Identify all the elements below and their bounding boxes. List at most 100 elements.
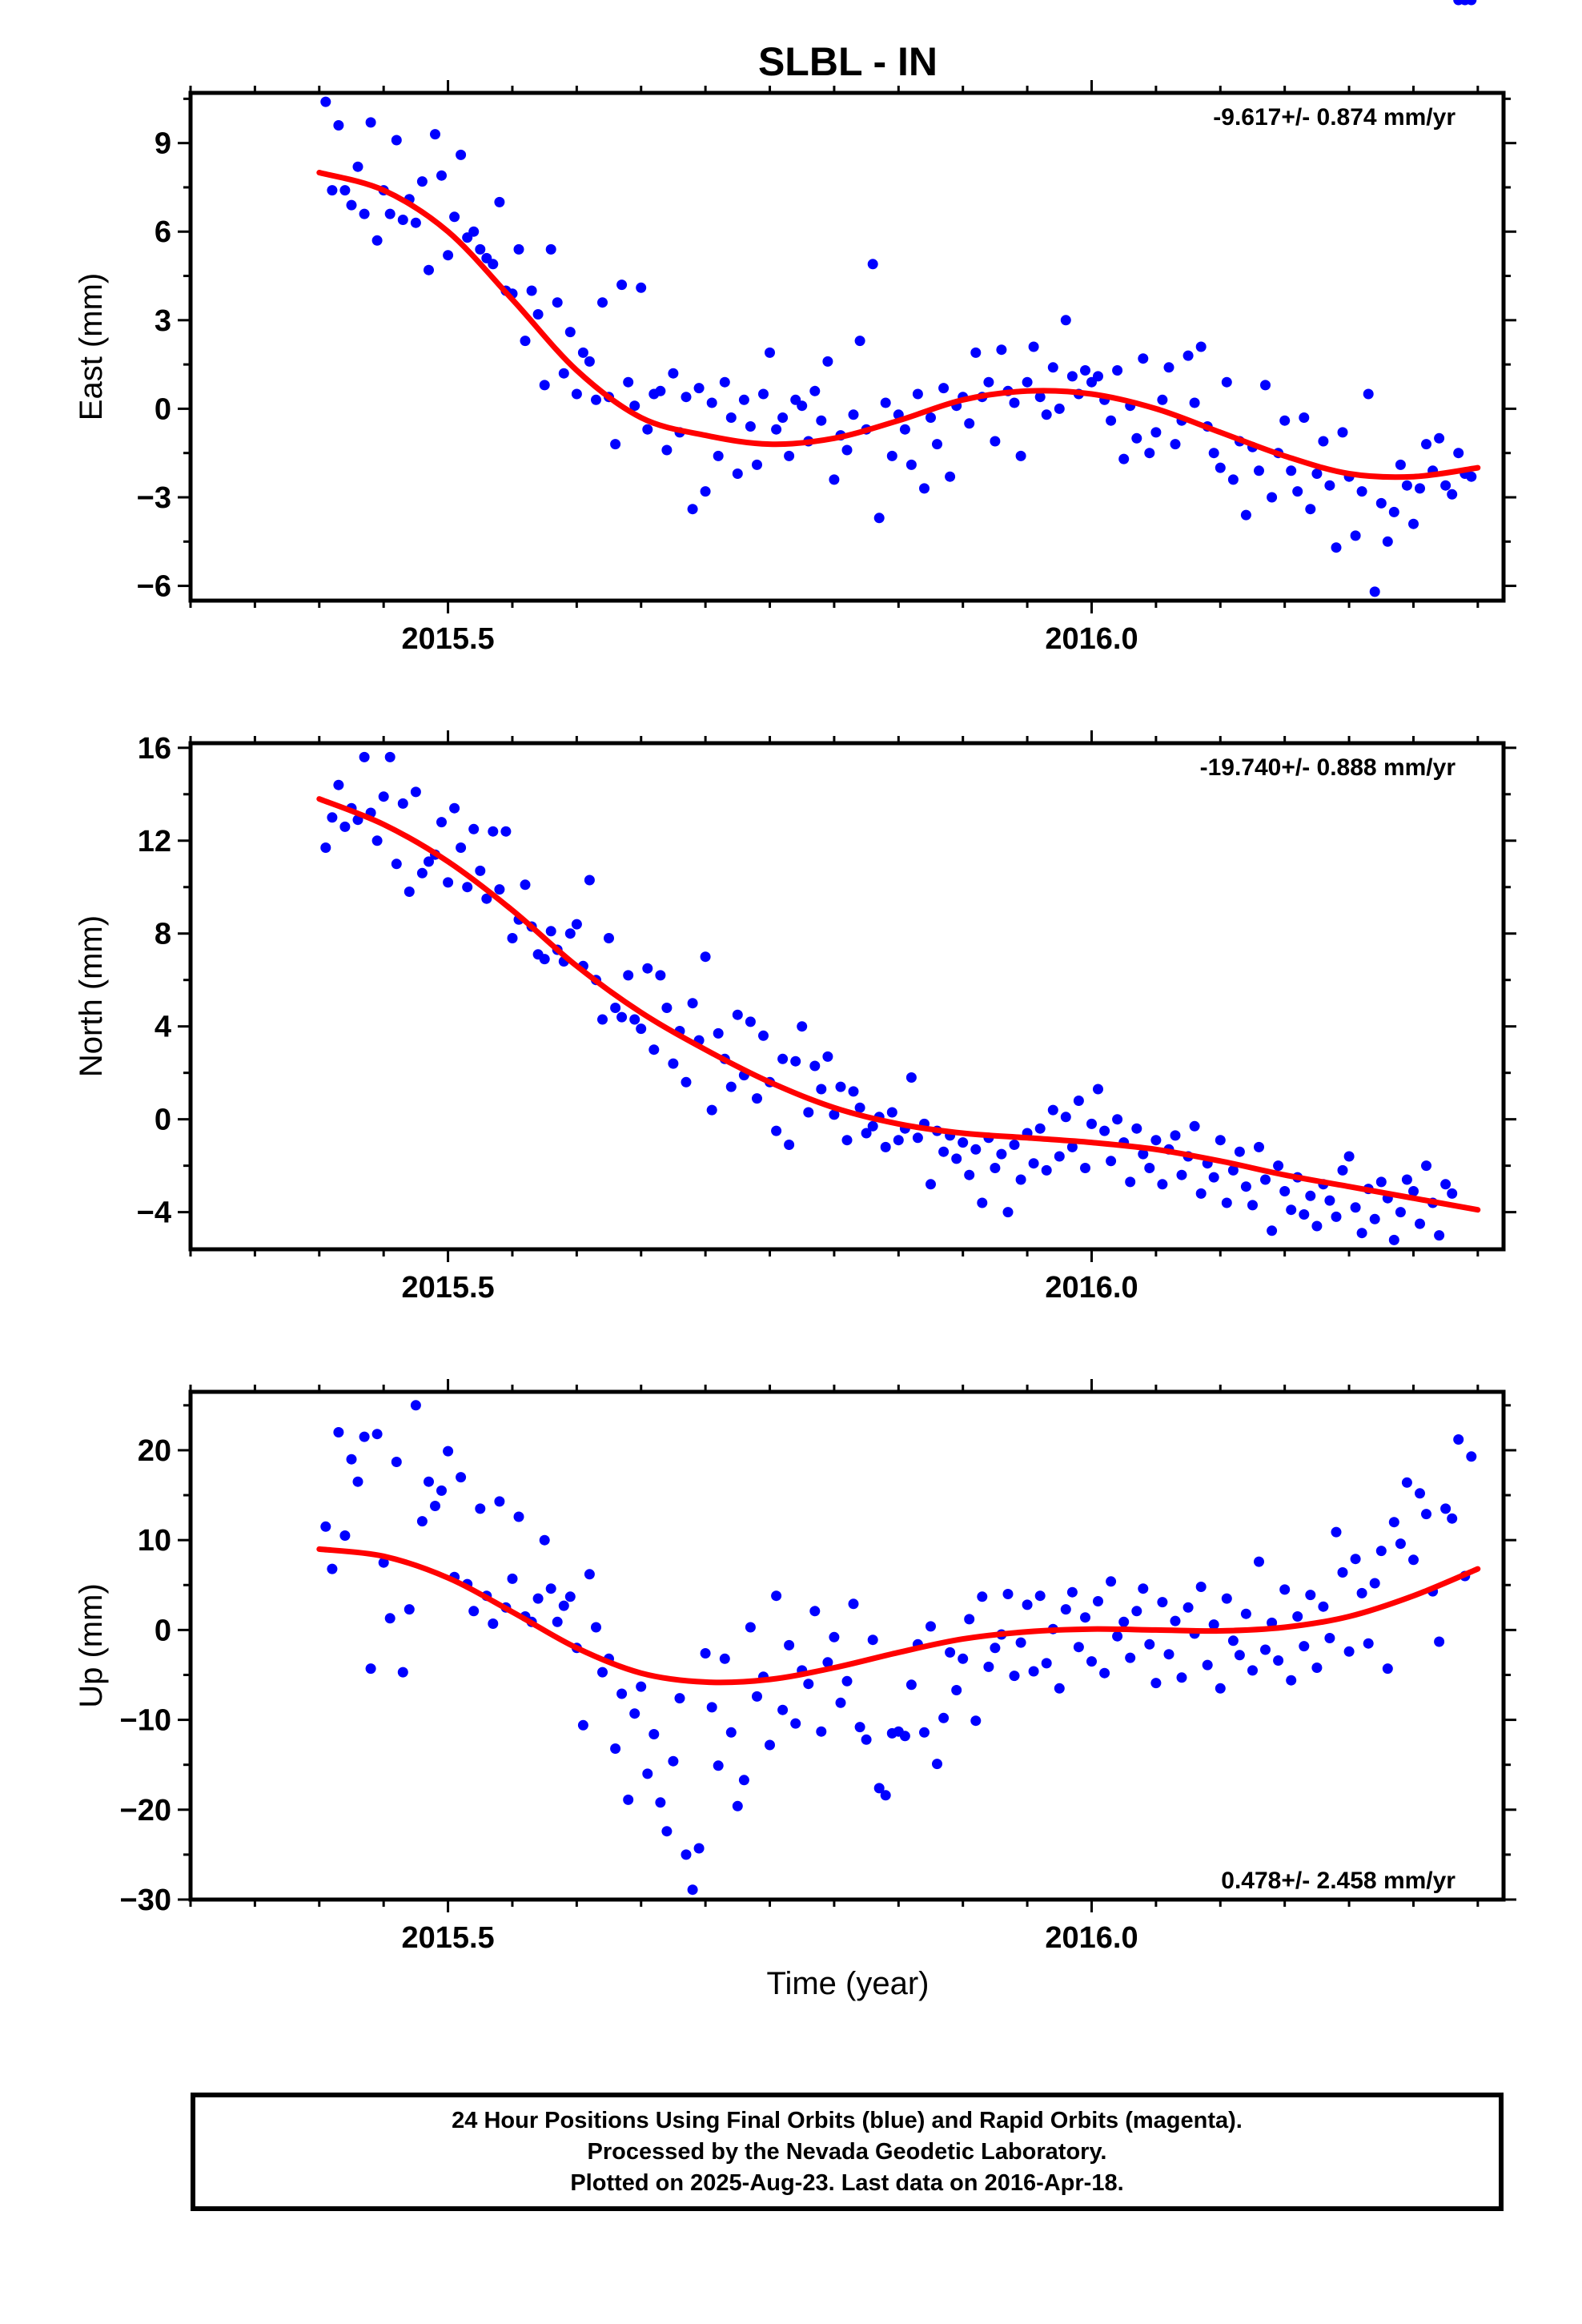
north-data-point: [1176, 1169, 1187, 1180]
east-data-point: [899, 424, 910, 435]
up-data-point: [577, 1719, 588, 1731]
chart-title: SLBL - IN: [758, 39, 938, 84]
east-data-point: [996, 344, 1007, 356]
north-data-point: [1157, 1179, 1168, 1190]
up-data-point: [765, 1739, 775, 1751]
east-data-point: [938, 383, 950, 394]
north-y-tick-label: 0: [155, 1104, 171, 1137]
east-data-point: [1305, 504, 1316, 515]
north-data-point: [494, 884, 505, 895]
east-data-point: [681, 392, 692, 403]
east-data-point: [623, 376, 634, 388]
up-data-point: [1073, 1642, 1084, 1653]
north-data-point: [378, 791, 389, 802]
east-data-point: [822, 356, 833, 367]
north-y-tick-label: 4: [155, 1011, 171, 1044]
east-data-point: [784, 450, 795, 461]
up-model-curve: [316, 1546, 1481, 1686]
east-data-point: [983, 376, 994, 388]
up-data-point: [1466, 1451, 1477, 1462]
north-data-point: [1447, 1188, 1458, 1199]
north-data-point: [996, 1148, 1007, 1160]
east-data-point: [970, 347, 982, 358]
east-data-point: [1080, 365, 1090, 376]
north-data-point: [629, 1014, 640, 1025]
up-data-point: [333, 1427, 344, 1437]
up-data-point: [867, 1634, 878, 1646]
north-data-point: [1054, 1151, 1065, 1162]
up-data-point: [475, 1503, 486, 1514]
east-data-point: [513, 243, 524, 255]
north-data-point: [500, 826, 512, 837]
up-data-point: [655, 1797, 666, 1808]
up-data-point: [854, 1722, 865, 1733]
north-data-point: [1299, 1209, 1310, 1220]
east-data-point: [346, 199, 357, 211]
north-data-point: [880, 1141, 891, 1152]
up-data-point: [861, 1734, 872, 1745]
east-data-point: [661, 444, 673, 456]
east-data-point: [1279, 415, 1291, 426]
up-data-point: [790, 1718, 801, 1729]
north-data-point: [371, 835, 383, 846]
up-data-point: [905, 1679, 917, 1691]
east-data-point: [719, 376, 730, 388]
up-data-point: [1208, 1619, 1219, 1630]
east-data-point: [494, 196, 505, 207]
up-data-point: [970, 1715, 982, 1727]
east-data-point: [1240, 509, 1251, 521]
north-data-point: [938, 1146, 950, 1157]
east-data-point: [597, 297, 608, 308]
east-data-point: [558, 368, 569, 379]
north-data-point: [1080, 1163, 1090, 1173]
east-y-axis-label: East (mm): [74, 273, 109, 420]
north-data-point: [488, 826, 499, 837]
north-data-point: [449, 802, 460, 814]
north-data-point: [1125, 1176, 1136, 1188]
east-data-point: [488, 259, 499, 270]
north-data-point: [1324, 1195, 1335, 1206]
north-data-point: [1434, 1230, 1445, 1241]
north-data-point: [893, 1135, 904, 1146]
east-data-point: [1131, 432, 1142, 444]
up-data-point: [983, 1661, 994, 1672]
north-data-point: [668, 1058, 679, 1069]
up-data-point: [378, 1557, 389, 1568]
up-data-point: [642, 1768, 653, 1779]
east-data-point: [1292, 486, 1303, 497]
north-data-point: [443, 877, 454, 888]
up-data-point: [1254, 1556, 1264, 1567]
up-data-point: [687, 1884, 698, 1896]
east-data-point: [339, 185, 351, 196]
up-data-point: [468, 1606, 480, 1617]
east-data-point: [1395, 459, 1406, 470]
up-rate-label: 0.478+/- 2.458 mm/yr: [1221, 1868, 1456, 1894]
east-data-point: [1047, 362, 1058, 373]
east-data-point: [1286, 465, 1297, 476]
east-data-point: [352, 161, 363, 172]
up-data-point: [816, 1726, 827, 1737]
east-data-point: [333, 120, 344, 131]
east-data-point: [443, 250, 454, 261]
up-data-point: [1015, 1637, 1026, 1648]
north-data-point: [1047, 1104, 1058, 1116]
up-data-point: [371, 1429, 383, 1440]
up-data-point: [1292, 1611, 1303, 1622]
north-data-point: [809, 1060, 821, 1072]
north-data-point: [1356, 1228, 1367, 1239]
up-data-point: [1318, 1601, 1329, 1612]
north-data-point: [886, 1107, 897, 1118]
east-data-point: [1157, 394, 1168, 405]
up-data-point: [436, 1485, 447, 1496]
up-data-point: [1028, 1666, 1039, 1677]
east-x-tick-label: 2015.5: [401, 622, 494, 656]
east-data-point: [905, 459, 917, 470]
up-data-point: [1118, 1616, 1130, 1627]
up-y-tick-label: −20: [120, 1794, 171, 1827]
up-data-point: [629, 1708, 640, 1719]
x-axis-label: Time (year): [767, 1966, 930, 2001]
north-data-point: [468, 823, 480, 834]
north-model-curve: [316, 796, 1481, 1213]
up-data-point: [1343, 1646, 1355, 1657]
north-data-point: [835, 1081, 846, 1092]
